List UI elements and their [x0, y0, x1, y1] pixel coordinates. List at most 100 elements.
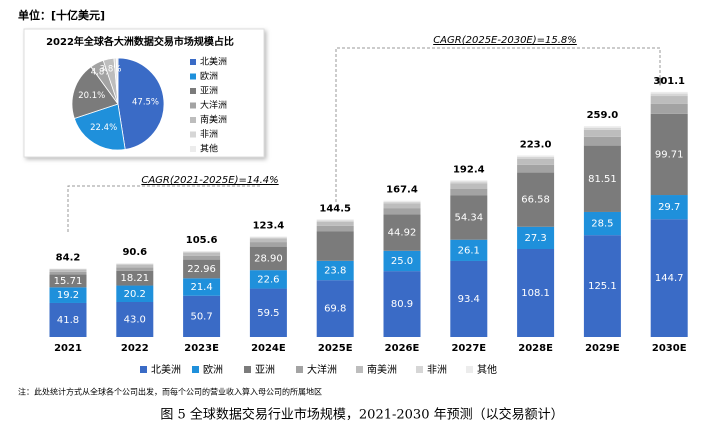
- x-tick-label: 2027E: [451, 343, 486, 354]
- x-tick-label: 2023E: [184, 343, 219, 354]
- pie-title: 2022年全球各大洲数据交易市场规模占比: [46, 35, 234, 48]
- value-label: 15.71: [54, 276, 83, 287]
- bar-segment: [250, 237, 287, 238]
- bar-segment: [116, 267, 153, 270]
- bar-segment: [317, 219, 354, 220]
- value-label: 81.51: [588, 174, 617, 185]
- bar-segment: [517, 155, 554, 156]
- bar-segment: [384, 202, 421, 203]
- legend-label: 大洋洲: [200, 99, 227, 111]
- bar-segment: [584, 126, 621, 128]
- value-label: 22.6: [257, 274, 279, 285]
- value-label: 19.2: [57, 290, 79, 301]
- legend-swatch: [190, 103, 196, 109]
- total-label: 301.1: [653, 76, 685, 87]
- value-label: 108.1: [521, 288, 550, 299]
- value-label: 27.3: [524, 233, 546, 244]
- value-label: 54.34: [454, 213, 483, 224]
- legend-label: 南美洲: [367, 363, 397, 376]
- pie-label: 47.5%: [132, 97, 159, 107]
- cagr-line: [68, 186, 262, 232]
- legend-label: 非洲: [427, 364, 447, 376]
- legend-swatch: [190, 74, 196, 80]
- bar-segment: [183, 251, 220, 252]
- total-label: 192.4: [453, 164, 485, 175]
- value-label: 28.5: [591, 219, 613, 230]
- value-label: 99.71: [655, 149, 684, 160]
- value-label: 21.4: [190, 282, 212, 293]
- bar-segment: [183, 252, 220, 253]
- x-tick-label: 2022: [121, 343, 149, 354]
- legend-swatch: [190, 117, 196, 123]
- legend-label: 南美洲: [200, 114, 227, 126]
- value-label: 23.8: [324, 265, 346, 276]
- bar-segment: [450, 182, 487, 184]
- bar-segment: [517, 159, 554, 165]
- legend-label: 欧洲: [203, 364, 223, 376]
- bar-segment: [651, 94, 688, 96]
- bar-segment: [517, 165, 554, 173]
- x-tick-label: 2025E: [318, 343, 353, 354]
- unit: 单位：[十亿美元]: [18, 8, 105, 22]
- total-label: 84.2: [56, 252, 81, 263]
- bar-segment: [384, 208, 421, 214]
- value-label: 66.58: [521, 195, 550, 206]
- bar-segment: [584, 128, 621, 130]
- value-label: 43.0: [124, 314, 146, 325]
- total-label: 167.4: [386, 185, 418, 196]
- bar-segment: [317, 220, 354, 221]
- value-label: 93.4: [458, 294, 480, 305]
- bar-segment: [183, 256, 220, 260]
- x-tick-label: 2021: [54, 343, 82, 354]
- legend-swatch: [356, 366, 363, 373]
- value-label: 25.0: [391, 256, 413, 267]
- pie-label: 20.1%: [78, 91, 105, 101]
- legend-swatch: [296, 366, 303, 373]
- legend-swatch: [190, 132, 196, 138]
- legend-swatch: [190, 146, 196, 152]
- value-label: 22.96: [187, 264, 216, 275]
- bar-segment: [250, 242, 287, 247]
- x-tick-label: 2024E: [251, 343, 286, 354]
- bar-segment: [450, 180, 487, 181]
- value-label: 20.2: [124, 289, 146, 300]
- note: 注：此处统计方式从全球各个公司出发，而每个公司的营业收入算入母公司的所属地区: [18, 387, 322, 397]
- bar-segment: [50, 270, 87, 272]
- bar-segment: [384, 203, 421, 208]
- bar-segment: [450, 189, 487, 196]
- cagr-label: CAGR(2025E-2030E)=15.8%: [433, 35, 577, 46]
- bar-segment: [116, 264, 153, 265]
- legend-swatch: [466, 366, 473, 373]
- legend-swatch: [190, 59, 196, 65]
- legend-label: 大洋洲: [307, 363, 337, 376]
- value-label: 26.1: [458, 245, 480, 256]
- value-label: 44.92: [388, 228, 417, 239]
- legend-swatch: [416, 366, 423, 373]
- bar-segment: [50, 272, 87, 275]
- cagr-label: CAGR(2021-2025E)=14.4%: [141, 175, 278, 186]
- legend-label: 欧洲: [200, 70, 218, 82]
- value-label: 18.21: [120, 273, 149, 284]
- bar-segment: [450, 183, 487, 188]
- bar-segment: [317, 222, 354, 226]
- caption: 图 5 全球数据交易行业市场规模，2021-2030 年预测（以交易额计）: [160, 407, 563, 423]
- bar-segment: [584, 130, 621, 137]
- total-label: 105.6: [186, 235, 218, 246]
- bar-segment: [116, 263, 153, 264]
- legend-label: 其他: [200, 143, 218, 155]
- value-label: 28.90: [254, 253, 283, 264]
- value-label: 41.8: [57, 315, 79, 326]
- bar-segment: [384, 201, 421, 202]
- value-label: 80.9: [391, 299, 413, 310]
- bar-segment: [651, 96, 688, 104]
- bar-segment: [116, 265, 153, 268]
- bar-segment: [651, 92, 688, 94]
- legend-label: 亚洲: [200, 86, 218, 97]
- x-tick-label: 2026E: [385, 343, 420, 354]
- bar-segment: [50, 269, 87, 270]
- legend-label: 其他: [477, 363, 497, 376]
- bar-segment: [183, 253, 220, 256]
- total-label: 90.6: [122, 247, 147, 258]
- legend-label: 北美洲: [151, 363, 181, 376]
